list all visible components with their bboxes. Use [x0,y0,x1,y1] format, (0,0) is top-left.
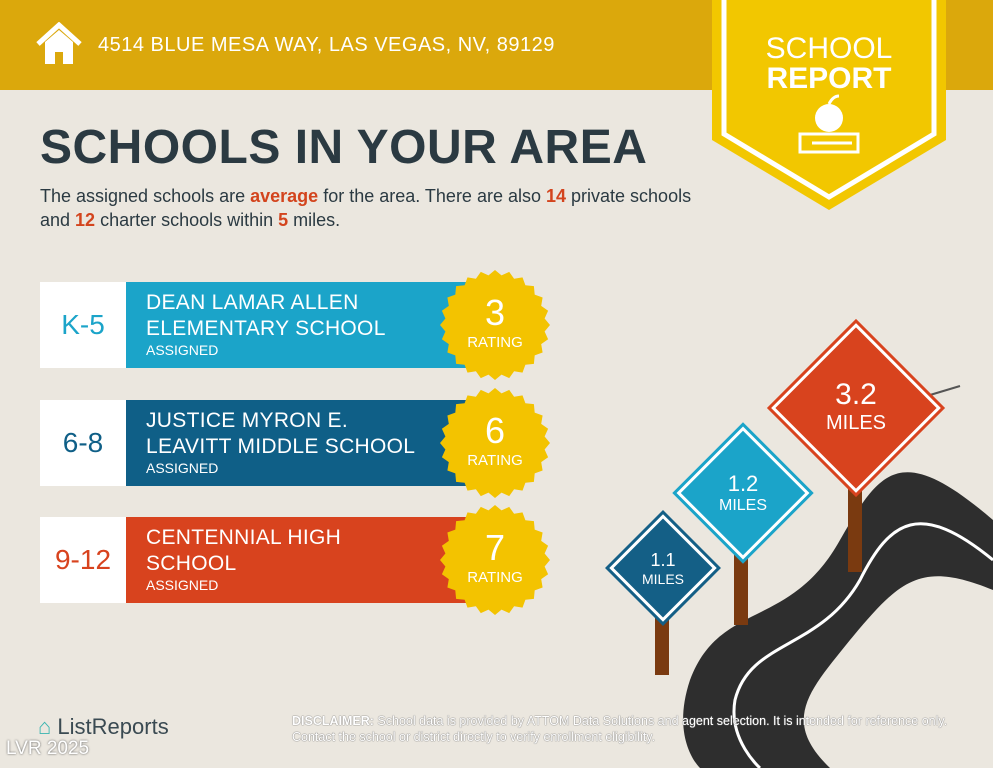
sign-unit: MILES [641,571,684,587]
rating-value: 3 [484,292,506,333]
rating-seal: 3 RATING [440,270,550,380]
house-icon [36,22,82,64]
rating-seal: 7 RATING [440,505,550,615]
school-row[interactable]: K-5 DEAN LAMAR ALLEN ELEMENTARY SCHOOL AS… [40,270,550,380]
page-title: SCHOOLS IN YOUR AREA [40,121,648,174]
school-status: ASSIGNED [146,342,219,358]
school-info: JUSTICE MYRON E. LEAVITT MIDDLE SCHOOL AS… [126,400,480,486]
disclaimer: DISCLAIMER: School data is provided by A… [292,714,948,744]
school-info: DEAN LAMAR ALLEN ELEMENTARY SCHOOL ASSIGN… [126,282,480,368]
rating-label: RATING [467,569,523,586]
school-info: CENTENNIAL HIGH SCHOOL ASSIGNED [126,517,480,603]
rating-value: 7 [484,527,506,568]
sign-distance: 3.2 [835,378,877,411]
watermark: LVR 2025 [6,738,90,759]
badge-line2: REPORT [766,62,892,95]
school-name: JUSTICE MYRON E. LEAVITT MIDDLE SCHOOL [146,409,416,458]
property-address: 4514 BLUE MESA WAY, LAS VEGAS, NV, 89129 [98,34,555,56]
school-row[interactable]: 9-12 CENTENNIAL HIGH SCHOOL ASSIGNED 7 RAT… [40,505,550,615]
rating-seal: 6 RATING [440,388,550,498]
rating-label: RATING [467,334,523,351]
sign-distance: 1.1 [650,550,676,570]
school-status: ASSIGNED [146,460,219,476]
sign-unit: MILES [825,412,887,434]
badge-line1: SCHOOL [765,32,893,65]
rating-label: RATING [467,452,523,469]
grade-level: K-5 [40,282,126,368]
rating-value: 6 [484,410,506,451]
school-name: DEAN LAMAR ALLEN ELEMENTARY SCHOOL [146,291,386,340]
school-name: CENTENNIAL HIGH SCHOOL [146,526,342,575]
school-row[interactable]: 6-8 JUSTICE MYRON E. LEAVITT MIDDLE SCHOO… [40,388,550,498]
intro-text: The assigned schools are average for the… [40,186,692,230]
grade-level: 9-12 [40,517,126,603]
grade-level: 6-8 [40,400,126,486]
apple-books-icon [798,94,860,154]
school-report-badge: SCHOOL REPORT [712,0,946,217]
sign-unit: MILES [718,497,767,514]
sign-distance: 1.2 [727,471,759,496]
listreports-logo: ⌂ ListReports [38,714,169,739]
school-status: ASSIGNED [146,577,219,593]
